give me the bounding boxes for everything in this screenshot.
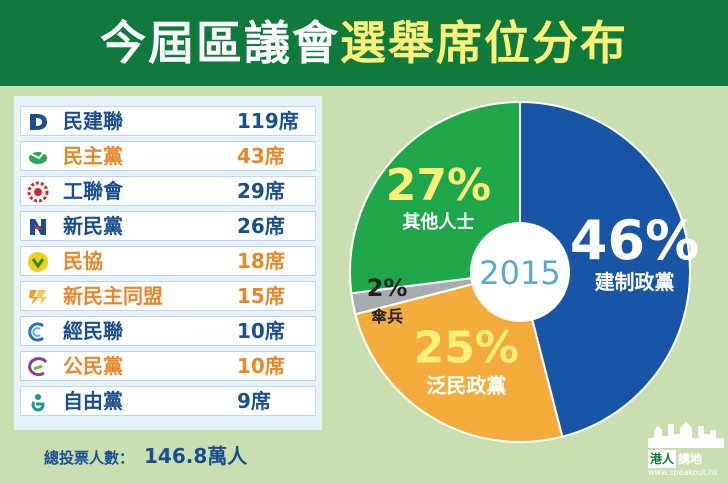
header-banner: 今屆區議會選舉席位分布	[0, 0, 728, 86]
title-part1: 今屆區議會	[100, 16, 340, 70]
party-row: 民協 18席	[20, 246, 316, 276]
party-row: 自由黨 9席	[20, 386, 316, 416]
npp-logo-icon	[27, 216, 49, 238]
party-seats: 29席	[237, 179, 285, 203]
party-row: 公民黨 10席	[20, 351, 316, 381]
slice-percent-label: 46%	[570, 209, 699, 272]
party-seats: 18席	[237, 249, 285, 273]
party-seat-list: 民建聯 119席民主黨 43席工聯會 29席新民黨 26席民協 18席新民主同盟 15席經民…	[14, 96, 322, 430]
party-seats: 119席	[237, 109, 299, 133]
pie-center	[470, 222, 570, 322]
party-name: 民建聯	[63, 109, 123, 133]
pie-center-label: 2015	[479, 254, 560, 292]
slice-name-label: 泛民政黨	[426, 374, 506, 398]
brand-name-box: 港人	[648, 450, 676, 468]
party-seats: 9席	[237, 389, 271, 413]
party-row: 工聯會 29席	[20, 176, 316, 206]
party-seats: 15席	[237, 284, 285, 308]
total-voters: 總投票人數： 146.8萬人	[44, 440, 247, 469]
brand-name-rest: 講地	[678, 452, 703, 466]
party-seats: 43席	[237, 144, 285, 168]
slice-percent-label: 25%	[414, 323, 519, 374]
party-name: 民主黨	[63, 144, 123, 168]
slice-name-label: 傘兵	[371, 307, 403, 326]
nda-logo-icon	[27, 286, 49, 308]
party-seats: 26席	[237, 214, 285, 238]
party-row: 民主黨 43席	[20, 141, 316, 171]
party-name: 民協	[63, 249, 103, 273]
dab-logo-icon	[27, 111, 49, 133]
title-part2: 選舉席位分布	[340, 16, 628, 70]
pie-slice	[519, 100, 691, 438]
party-row: 新民主同盟 15席	[20, 281, 316, 311]
party-name: 工聯會	[63, 179, 123, 203]
liberal-party-logo-icon	[27, 391, 49, 413]
skyline-icon	[648, 422, 724, 448]
party-name: 經民聯	[63, 319, 123, 343]
civic-party-logo-icon	[27, 356, 49, 378]
total-voters-value: 146.8萬人	[144, 444, 248, 468]
party-name: 新民黨	[63, 214, 123, 238]
total-voters-label: 總投票人數：	[44, 449, 135, 467]
party-row: 經民聯 10席	[20, 316, 316, 346]
party-row: 民建聯 119席	[20, 106, 316, 136]
party-name: 自由黨	[63, 389, 123, 413]
party-name: 公民黨	[63, 354, 123, 378]
pie-slice	[349, 100, 521, 295]
bpa-logo-icon	[27, 321, 49, 343]
democratic-party-logo-icon	[27, 146, 49, 168]
slice-name-label: 其他人士	[402, 211, 474, 233]
speakout-brand-logo: 港人 講地 www.speakout.hk	[648, 420, 724, 478]
slice-name-label: 建制政黨	[595, 270, 675, 294]
party-name: 新民主同盟	[63, 284, 163, 308]
brand-url: www.speakout.hk	[648, 468, 719, 477]
party-row: 新民黨 26席	[20, 211, 316, 241]
slice-percent-label: 27%	[386, 160, 491, 211]
party-seats: 10席	[237, 354, 285, 378]
admpl-logo-icon	[27, 251, 49, 273]
seat-share-pie-chart: 2015 46%建制政黨 25%泛民政黨 2% 傘兵 27%其他人士	[349, 100, 699, 443]
slice-percent-label: 2%	[367, 274, 408, 302]
ftu-logo-icon	[27, 181, 49, 203]
party-seats: 10席	[237, 319, 285, 343]
